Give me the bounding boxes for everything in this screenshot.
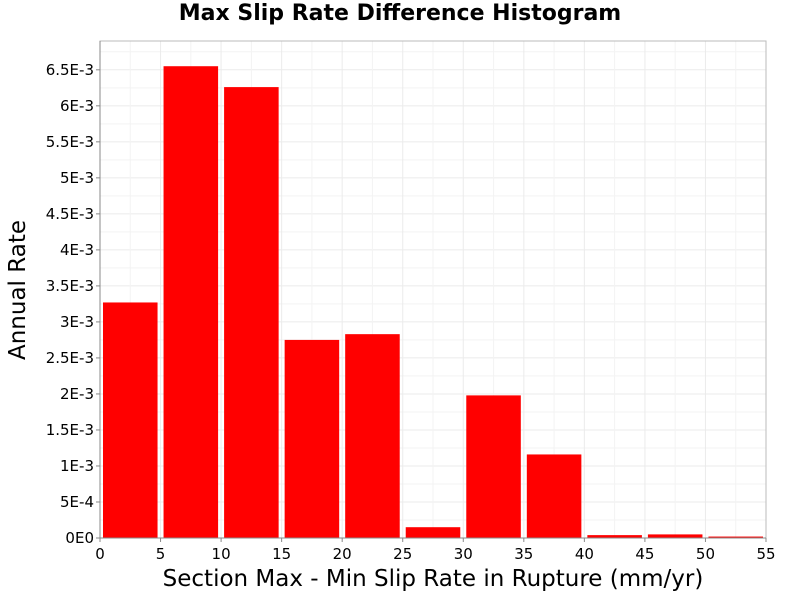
x-tick-label-6: 30 (454, 545, 473, 563)
bar-20-25 (345, 334, 400, 538)
y-tick-label-3: 1.5E-3 (46, 421, 94, 439)
x-axis-label: Section Max - Min Slip Rate in Rupture (… (162, 566, 704, 592)
y-tick-label-4: 2E-3 (60, 385, 94, 403)
y-tick-label-9: 4.5E-3 (46, 205, 94, 223)
bar-5-10 (163, 66, 219, 538)
bar-45-50 (647, 534, 703, 538)
bar-10-15 (224, 87, 279, 539)
bar-15-20 (284, 339, 340, 538)
bar-40-45 (587, 535, 642, 538)
y-tick-label-13: 6.5E-3 (46, 61, 94, 79)
x-tick-label-2: 10 (212, 545, 231, 563)
x-tick-label-0: 0 (95, 545, 105, 563)
y-tick-label-5: 2.5E-3 (46, 349, 94, 367)
chart-title: Max Slip Rate Difference Histogram (178, 1, 622, 26)
bar-30-35 (466, 395, 521, 538)
y-tick-label-0: 0E0 (65, 529, 94, 547)
bar-50-55 (708, 536, 763, 538)
x-tick-label-7: 35 (514, 545, 533, 563)
y-tick-label-6: 3E-3 (60, 313, 94, 331)
y-axis-label: Annual Rate (5, 220, 31, 360)
bar-0-5 (103, 302, 158, 538)
x-tick-label-9: 45 (635, 545, 654, 563)
y-tick-label-1: 5E-4 (60, 493, 94, 511)
bar-25-30 (405, 527, 461, 538)
y-tick-label-10: 5E-3 (60, 169, 94, 187)
x-tick-label-8: 40 (575, 545, 594, 563)
y-tick-label-12: 6E-3 (60, 97, 94, 115)
y-tick-label-8: 4E-3 (60, 241, 94, 259)
y-tick-label-11: 5.5E-3 (46, 133, 94, 151)
bar-35-40 (526, 454, 582, 538)
x-tick-label-11: 55 (756, 545, 775, 563)
x-tick-label-1: 5 (156, 545, 166, 563)
x-tick-label-10: 50 (696, 545, 715, 563)
x-tick-label-5: 25 (393, 545, 412, 563)
y-tick-label-2: 1E-3 (60, 457, 94, 475)
y-tick-label-7: 3.5E-3 (46, 277, 94, 295)
x-tick-label-4: 20 (333, 545, 352, 563)
x-tick-label-3: 15 (272, 545, 291, 563)
